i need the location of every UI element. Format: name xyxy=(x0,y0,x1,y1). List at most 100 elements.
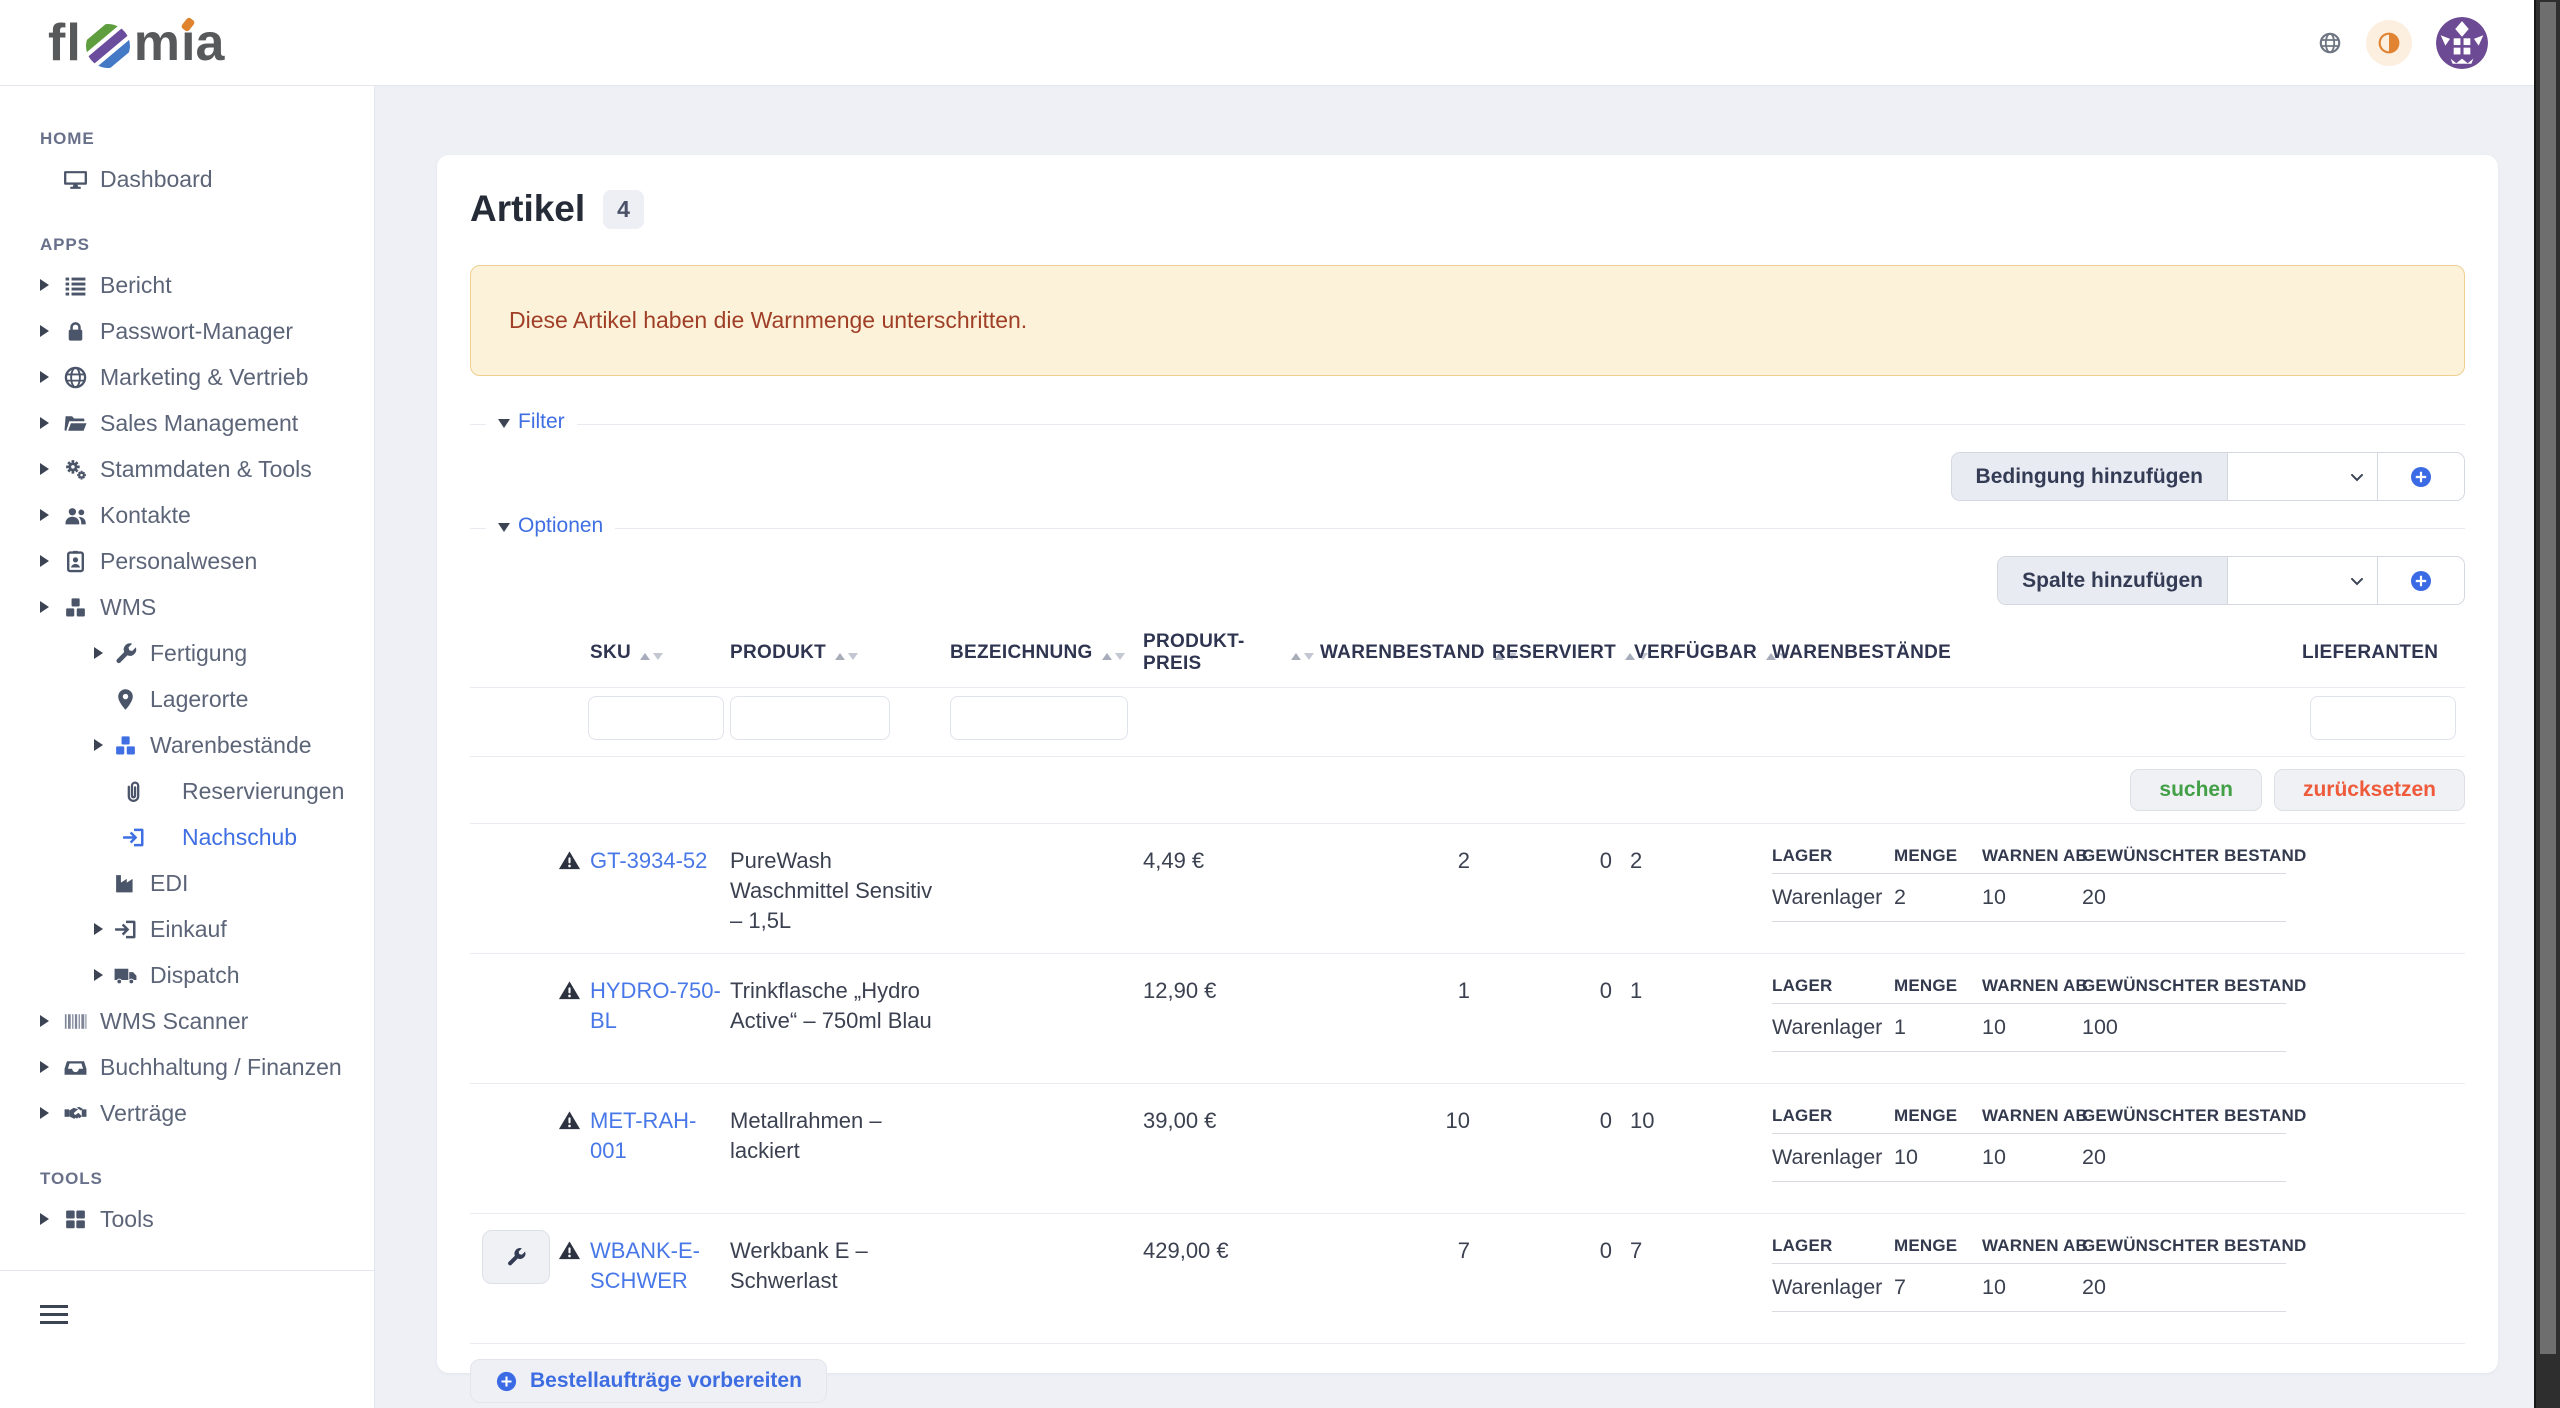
scrollbar-thumb[interactable] xyxy=(2540,2,2556,1354)
sort-icons[interactable] xyxy=(1291,647,1314,660)
verfuegbar-cell: 1 xyxy=(1630,978,1643,1003)
column-header-produkt[interactable]: PRODUKT xyxy=(730,631,950,675)
row-actions-wrench-button[interactable] xyxy=(482,1230,550,1284)
sidebar-item-kontakte[interactable]: Kontakte xyxy=(0,492,374,538)
subtable-header: LAGER MENGE WARNEN AB GEWÜNSCHTER BESTAN… xyxy=(1772,1228,2306,1264)
sort-icons[interactable] xyxy=(835,647,859,660)
column-header-warenbestand[interactable]: WARENBESTAND xyxy=(1314,631,1517,675)
sidebar-item-personalwesen[interactable]: Personalwesen xyxy=(0,538,374,584)
table-row: HYDRO-750-BL Trinkflasche „Hydro Active“… xyxy=(470,954,2465,1084)
verfuegbar-cell: 10 xyxy=(1630,1108,1655,1133)
gears-icon xyxy=(62,456,88,482)
lieferanten-filter-input[interactable] xyxy=(2310,696,2456,740)
globe-icon xyxy=(62,364,88,390)
sort-icons[interactable] xyxy=(1101,647,1125,660)
warning-alert-text: Diese Artikel haben die Warnmenge unters… xyxy=(509,307,1028,333)
subtable-row: Warenlager 10 10 20 xyxy=(1772,1134,2286,1182)
sidebar-item-einkauf[interactable]: Einkauf xyxy=(0,906,374,952)
add-condition-button[interactable]: Bedingung hinzufügen xyxy=(1951,453,2228,500)
column-header-reserviert[interactable]: RESERVIERT xyxy=(1478,631,1649,675)
filter-toggle[interactable]: Filter xyxy=(486,410,577,434)
sidebar-collapse-button[interactable] xyxy=(40,1305,68,1324)
industry-chart-icon xyxy=(112,870,138,896)
sidebar-item-reservierungen[interactable]: Reservierungen xyxy=(0,768,374,814)
chevron-down-icon xyxy=(2347,571,2367,591)
lock-icon xyxy=(62,318,88,344)
sidebar-item-stammdaten-tools[interactable]: Stammdaten & Tools xyxy=(0,446,374,492)
caret-right-icon xyxy=(38,555,50,567)
subtable-row: Warenlager 7 10 20 xyxy=(1772,1264,2286,1312)
user-avatar[interactable] xyxy=(2436,17,2488,69)
sidebar-item-wms[interactable]: WMS xyxy=(0,584,374,630)
barcode-icon xyxy=(62,1008,88,1034)
produkt-filter-input[interactable] xyxy=(730,696,890,740)
article-card: Artikel 4 Diese Artikel haben die Warnme… xyxy=(437,155,2498,1403)
column-select[interactable] xyxy=(2228,557,2378,604)
warnen-ab-value: 10 xyxy=(1982,1275,2006,1299)
theme-toggle-button[interactable] xyxy=(2366,20,2412,66)
add-column-button[interactable]: Spalte hinzufügen xyxy=(1998,557,2228,604)
column-header-verfuegbar[interactable]: VERFÜGBAR xyxy=(1614,631,1790,675)
page-scrollbar[interactable] xyxy=(2534,0,2560,1408)
sidebar-item-sales-management[interactable]: Sales Management xyxy=(0,400,374,446)
prepare-orders-button[interactable]: Bestellaufträge vorbereiten xyxy=(470,1359,827,1403)
bezeichnung-cell xyxy=(950,1214,1136,1343)
sku-link[interactable]: MET-RAH-001 xyxy=(590,1108,697,1163)
sidebar-item-passwort-manager[interactable]: Passwort-Manager xyxy=(0,308,374,354)
add-column-plus-button[interactable] xyxy=(2378,557,2464,604)
half-moon-icon xyxy=(2376,30,2402,56)
search-button[interactable]: suchen xyxy=(2130,769,2262,811)
warning-triangle-icon xyxy=(558,1239,581,1262)
warenbestaende-subtable: LAGER MENGE WARNEN AB GEWÜNSCHTER BESTAN… xyxy=(1760,1214,2306,1343)
sidebar-item-tools[interactable]: Tools xyxy=(0,1196,374,1242)
caret-right-icon xyxy=(38,417,50,429)
sku-filter-input[interactable] xyxy=(588,696,724,740)
column-header-bezeichnung[interactable]: BEZEICHNUNG xyxy=(950,631,1136,675)
warning-triangle-icon xyxy=(558,979,581,1002)
reserviert-cell: 0 xyxy=(1599,1108,1612,1133)
options-toggle[interactable]: Optionen xyxy=(486,514,616,538)
sidebar-item-marketing-vertrieb[interactable]: Marketing & Vertrieb xyxy=(0,354,374,400)
caret-right-icon xyxy=(92,877,104,889)
sidebar-item-lagerorte[interactable]: Lagerorte xyxy=(0,676,374,722)
sidebar-item-bericht[interactable]: Bericht xyxy=(0,262,374,308)
sidebar-item-fertigung[interactable]: Fertigung xyxy=(0,630,374,676)
subtable-header: LAGER MENGE WARNEN AB GEWÜNSCHTER BESTAN… xyxy=(1772,968,2306,1004)
caret-right-icon xyxy=(38,509,50,521)
column-header-sku[interactable]: SKU xyxy=(558,631,730,675)
sidebar-item-edi[interactable]: EDI xyxy=(0,860,374,906)
folder-open-icon xyxy=(62,410,88,436)
sku-link[interactable]: GT-3934-52 xyxy=(590,848,708,873)
users-icon xyxy=(62,502,88,528)
sidebar-item-wms-scanner[interactable]: WMS Scanner xyxy=(0,998,374,1044)
produkt-cell: Werkbank E – Schwerlast xyxy=(730,1238,868,1293)
sidebar-item-nachschub[interactable]: Nachschub xyxy=(0,814,374,860)
column-header-produkt-preis[interactable]: PRODUKT-PREIS xyxy=(1136,631,1314,675)
sidebar-divider xyxy=(0,1270,374,1271)
sku-link[interactable]: HYDRO-750-BL xyxy=(590,978,721,1033)
brand-logo[interactable]: fl m ı a xyxy=(48,14,225,72)
sidebar-item-dispatch[interactable]: Dispatch xyxy=(0,952,374,998)
sidebar-item-warenbestaende[interactable]: Warenbestände xyxy=(0,722,374,768)
sort-icons[interactable] xyxy=(640,647,664,660)
sidebar-item-dashboard[interactable]: Dashboard xyxy=(0,156,374,202)
preis-cell: 12,90 € xyxy=(1143,978,1217,1003)
add-condition-plus-button[interactable] xyxy=(2378,453,2464,500)
preis-cell: 429,00 € xyxy=(1143,1238,1229,1263)
condition-select[interactable] xyxy=(2228,453,2378,500)
warenbestaende-subtable: LAGER MENGE WARNEN AB GEWÜNSCHTER BESTAN… xyxy=(1760,1084,2306,1213)
table-row: WBANK-E-SCHWER Werkbank E – Schwerlast 4… xyxy=(470,1214,2465,1344)
sku-link[interactable]: WBANK-E-SCHWER xyxy=(590,1238,700,1293)
sort-icons[interactable] xyxy=(1493,647,1517,660)
warning-alert: Diese Artikel haben die Warnmenge unters… xyxy=(470,265,2465,376)
sidebar-item-buchhaltung-finanzen[interactable]: Buchhaltung / Finanzen xyxy=(0,1044,374,1090)
language-globe-icon[interactable] xyxy=(2318,31,2342,55)
reset-button[interactable]: zurücksetzen xyxy=(2273,769,2465,811)
bezeichnung-filter-input[interactable] xyxy=(950,696,1128,740)
column-header-lieferanten: LIEFERANTEN xyxy=(2302,642,2439,663)
sidebar-item-vertraege[interactable]: Verträge xyxy=(0,1090,374,1136)
truck-icon xyxy=(112,962,138,988)
sidebar: HOME Dashboard APPS Bericht Passwort-Man… xyxy=(0,86,375,1408)
sort-icons[interactable] xyxy=(1625,647,1649,660)
sort-icons[interactable] xyxy=(1766,647,1790,660)
